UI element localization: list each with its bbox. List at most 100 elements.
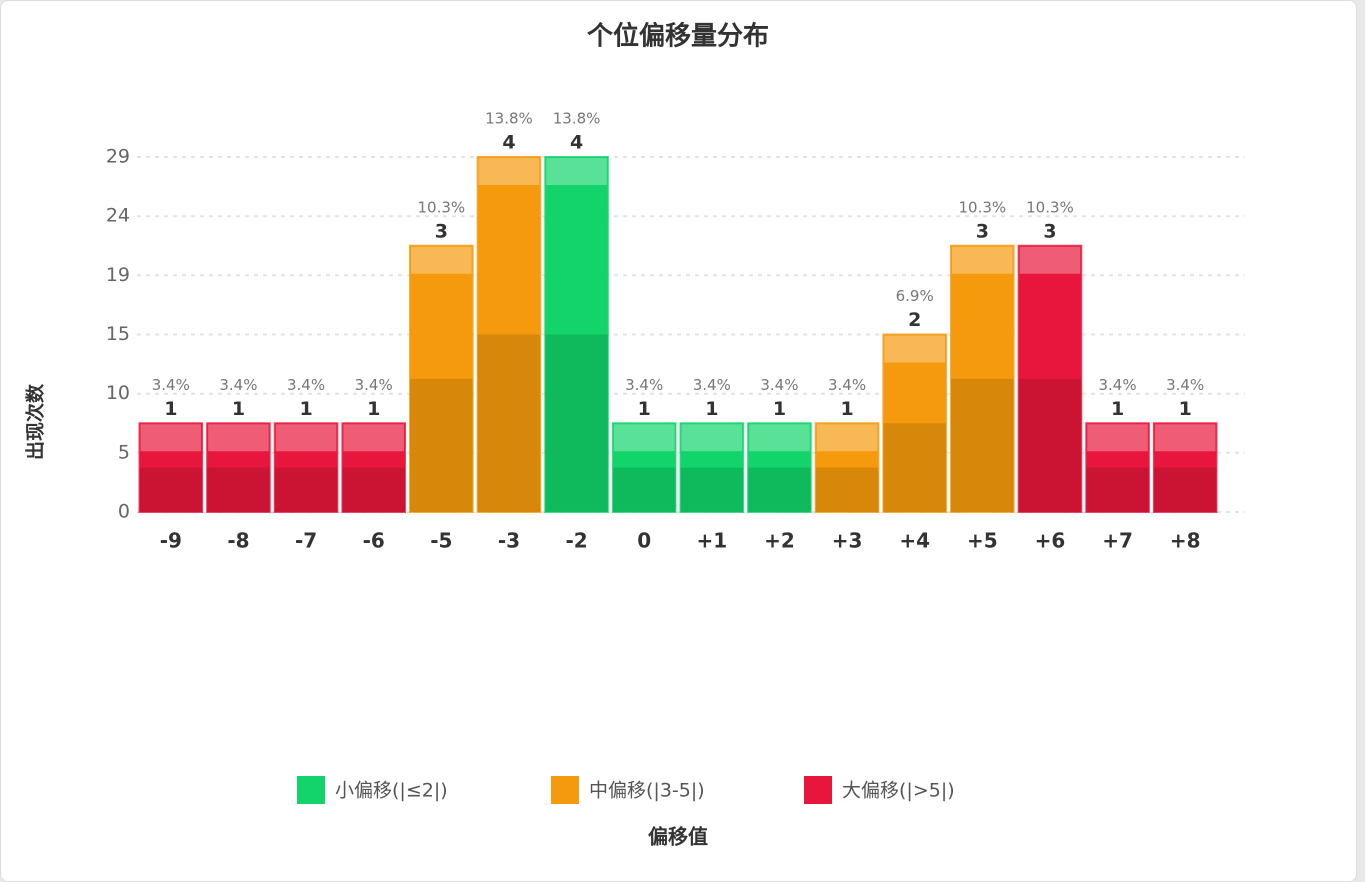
bar-highlight bbox=[208, 424, 269, 452]
y-tick-label: 10 bbox=[106, 382, 130, 404]
percent-label: 13.8% bbox=[553, 110, 601, 128]
chart: 个位偏移量分布 出现次数 偏移值 05101519242913.4%-913.4… bbox=[24, 21, 1245, 849]
bar bbox=[950, 244, 1015, 513]
bar bbox=[341, 422, 406, 513]
x-tick-label: +2 bbox=[764, 529, 795, 553]
chart-title: 个位偏移量分布 bbox=[587, 21, 769, 52]
bar-shade bbox=[342, 467, 405, 512]
value-label: 1 bbox=[164, 398, 177, 420]
percent-label: 3.4% bbox=[287, 376, 325, 394]
percent-label: 10.3% bbox=[958, 198, 1006, 216]
value-label: 1 bbox=[1179, 398, 1192, 420]
bar bbox=[138, 422, 204, 513]
value-label: 3 bbox=[976, 220, 989, 242]
value-label: 1 bbox=[638, 398, 651, 420]
y-tick-label: 0 bbox=[118, 501, 130, 523]
bar-shade bbox=[748, 467, 811, 512]
bar-shade bbox=[883, 423, 946, 512]
value-label: 4 bbox=[502, 132, 515, 154]
percent-label: 3.4% bbox=[828, 376, 866, 394]
bar-shade bbox=[951, 378, 1014, 512]
bar-shade bbox=[815, 467, 879, 512]
bar-highlight bbox=[952, 246, 1013, 274]
bar-shade bbox=[274, 467, 338, 512]
value-label: 3 bbox=[1043, 220, 1056, 242]
percent-label: 3.4% bbox=[760, 376, 798, 394]
y-tick-label: 5 bbox=[118, 441, 130, 463]
bar-highlight bbox=[816, 424, 878, 452]
bar-shade bbox=[612, 467, 676, 512]
x-tick-label: +1 bbox=[696, 529, 727, 553]
value-label: 1 bbox=[840, 398, 853, 420]
legend-swatch bbox=[804, 776, 832, 804]
legend-swatch bbox=[551, 776, 579, 804]
percent-label: 3.4% bbox=[693, 376, 731, 394]
bar-shade bbox=[1153, 467, 1217, 512]
value-label: 1 bbox=[232, 398, 245, 420]
x-tick-label: -6 bbox=[363, 529, 385, 553]
y-tick-label: 15 bbox=[106, 323, 130, 345]
bar-shade bbox=[680, 467, 744, 512]
bar-highlight bbox=[613, 424, 675, 452]
x-tick-label: -5 bbox=[430, 529, 452, 553]
y-axis-title: 出现次数 bbox=[24, 383, 47, 460]
x-tick-label: +8 bbox=[1170, 529, 1201, 553]
bar bbox=[1152, 422, 1218, 513]
value-label: 1 bbox=[299, 398, 312, 420]
x-tick-label: -3 bbox=[498, 529, 520, 553]
percent-label: 13.8% bbox=[485, 110, 533, 128]
bar-highlight bbox=[1019, 246, 1081, 274]
bar-highlight bbox=[681, 424, 743, 452]
y-tick-label: 24 bbox=[106, 205, 130, 227]
bar-highlight bbox=[884, 335, 945, 363]
y-tick-label: 19 bbox=[106, 264, 130, 286]
percent-label: 3.4% bbox=[1166, 376, 1204, 394]
bar-shade bbox=[139, 467, 203, 512]
percent-label: 3.4% bbox=[1099, 376, 1137, 394]
legend-label: 大偏移(|>5|) bbox=[842, 780, 955, 802]
bar-highlight bbox=[343, 424, 404, 452]
bar bbox=[882, 333, 947, 513]
x-tick-label: +6 bbox=[1035, 529, 1066, 553]
x-tick-label: -8 bbox=[227, 529, 249, 553]
bar-highlight bbox=[411, 246, 472, 274]
bar bbox=[544, 156, 609, 513]
legend-swatch bbox=[297, 776, 325, 804]
percent-label: 10.3% bbox=[1026, 198, 1074, 216]
bar-shade bbox=[1018, 378, 1082, 512]
bar-highlight bbox=[546, 158, 607, 185]
value-label: 1 bbox=[773, 398, 786, 420]
legend-label: 中偏移(|3-5|) bbox=[589, 780, 705, 802]
bar-highlight bbox=[275, 424, 337, 452]
percent-label: 3.4% bbox=[152, 376, 190, 394]
percent-label: 6.9% bbox=[896, 287, 934, 305]
x-tick-label: -9 bbox=[160, 529, 182, 553]
bar-highlight bbox=[1087, 424, 1148, 452]
y-tick-label: 29 bbox=[106, 146, 130, 168]
x-tick-label: -7 bbox=[295, 529, 317, 553]
percent-label: 3.4% bbox=[355, 376, 393, 394]
value-label: 1 bbox=[705, 398, 718, 420]
x-axis-title: 偏移值 bbox=[648, 825, 708, 849]
bar-shade bbox=[410, 378, 473, 512]
bar bbox=[679, 422, 745, 513]
bar bbox=[206, 422, 271, 513]
value-label: 1 bbox=[1111, 398, 1124, 420]
percent-label: 3.4% bbox=[219, 376, 257, 394]
x-tick-label: +4 bbox=[899, 529, 930, 553]
bar-highlight bbox=[478, 158, 540, 185]
x-tick-label: +3 bbox=[832, 529, 863, 553]
percent-label: 3.4% bbox=[625, 376, 663, 394]
value-label: 1 bbox=[367, 398, 380, 420]
value-label: 2 bbox=[908, 309, 921, 331]
bar bbox=[611, 422, 677, 513]
bar bbox=[409, 244, 474, 513]
bar-shade bbox=[1086, 467, 1149, 512]
bar-highlight bbox=[1154, 424, 1216, 452]
bar-highlight bbox=[749, 424, 810, 452]
x-tick-label: -2 bbox=[565, 529, 587, 553]
bar bbox=[273, 422, 339, 513]
bar bbox=[476, 156, 542, 513]
bar bbox=[1085, 422, 1150, 513]
x-tick-label: 0 bbox=[637, 529, 651, 553]
